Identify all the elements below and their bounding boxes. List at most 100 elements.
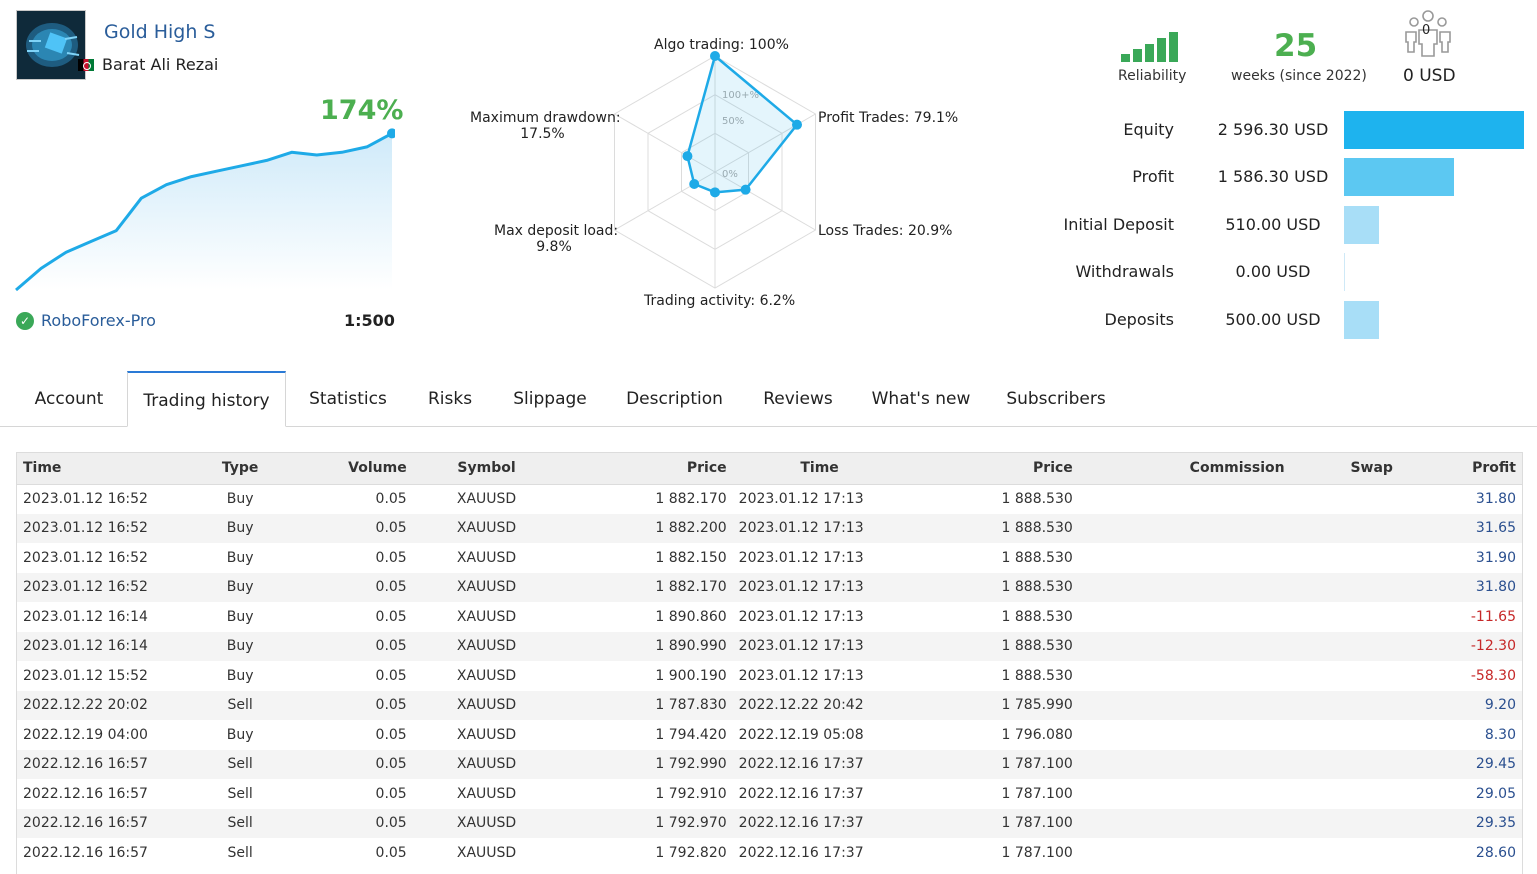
signal-title[interactable]: Gold High S bbox=[104, 21, 216, 43]
tab-what-s-new[interactable]: What's new bbox=[871, 389, 971, 409]
subscribers-usd: 0 USD bbox=[1403, 66, 1456, 86]
finance-bar bbox=[1344, 253, 1345, 291]
table-cell: XAUUSD bbox=[412, 631, 561, 661]
table-cell bbox=[1290, 749, 1399, 779]
reliability-bars-icon bbox=[1121, 32, 1178, 62]
radar-data-point bbox=[689, 178, 700, 189]
table-cell bbox=[1291, 543, 1399, 573]
table-cell: 0.05 bbox=[375, 491, 407, 507]
column-header-time[interactable]: Time bbox=[732, 453, 907, 485]
table-cell: 1 888.530 bbox=[1001, 491, 1073, 507]
column-header-profit[interactable]: Profit bbox=[1398, 453, 1522, 485]
table-row: 2022.12.16 16:57 Sell 0.05 XAUUSD 1 792.990 2… bbox=[17, 749, 1522, 779]
finance-label: Withdrawals bbox=[1075, 262, 1174, 281]
radar-label-deposit-load-title: Max deposit load: bbox=[494, 223, 619, 239]
broker[interactable]: ✓ RoboForex-Pro bbox=[16, 311, 156, 330]
table-cell: 2022.12.16 16:57 bbox=[23, 844, 148, 861]
table-cell: XAUUSD bbox=[456, 608, 517, 625]
tab-reviews[interactable]: Reviews bbox=[763, 389, 833, 409]
table-cell: 2022.12.19 05:08 bbox=[738, 726, 864, 743]
column-header-volume[interactable]: Volume bbox=[274, 453, 413, 485]
table-cell bbox=[1291, 779, 1399, 809]
table-cell: XAUUSD bbox=[412, 690, 561, 720]
finance-row-deposits: Deposits 500.00 USD bbox=[1040, 301, 1530, 339]
column-header-commission[interactable]: Commission bbox=[1078, 453, 1291, 485]
table-cell: 1 888.530 bbox=[906, 572, 1079, 602]
column-header-symbol[interactable]: Symbol bbox=[412, 453, 561, 485]
table-cell: 1 888.530 bbox=[906, 513, 1079, 543]
signal-avatar[interactable] bbox=[16, 10, 86, 80]
radar-label-drawdown-title: Maximum drawdown: bbox=[470, 110, 621, 126]
table-cell: 8.30 bbox=[1484, 726, 1516, 743]
table-row: 2023.01.12 16:52 Buy 0.05 XAUUSD 1 882.170 20… bbox=[17, 572, 1522, 602]
table-cell bbox=[1079, 484, 1291, 514]
table-cell bbox=[1290, 513, 1399, 543]
table-cell: 1 787.100 bbox=[906, 749, 1079, 779]
finance-value: 500.00 USD bbox=[1225, 310, 1321, 329]
table-cell: 1 888.530 bbox=[1001, 608, 1073, 625]
column-header-price[interactable]: Price bbox=[906, 453, 1079, 485]
table-row: 2022.12.16 16:57 Sell 0.05 XAUUSD 1 792.820 2… bbox=[17, 838, 1522, 868]
reliability-bar bbox=[1169, 32, 1178, 62]
table-cell: -12.30 bbox=[1398, 631, 1522, 661]
table-cell: 0.05 bbox=[375, 785, 407, 802]
table-cell bbox=[1078, 749, 1291, 779]
table-cell: 2023.01.12 17:13 bbox=[732, 572, 907, 602]
table-cell bbox=[1290, 631, 1399, 661]
table-cell bbox=[1291, 602, 1399, 632]
reliability-label: Reliability bbox=[1118, 68, 1187, 84]
table-cell bbox=[1290, 572, 1399, 602]
weeks-label: weeks (since 2022) bbox=[1231, 68, 1367, 84]
radar-data-point bbox=[710, 51, 720, 61]
table-cell: 2022.12.16 17:37 bbox=[732, 808, 907, 838]
table-cell: XAUUSD bbox=[412, 808, 561, 838]
leverage: 1:500 bbox=[344, 311, 395, 330]
tab-account[interactable]: Account bbox=[34, 389, 104, 409]
table-cell: 2023.01.12 17:13 bbox=[738, 608, 864, 625]
growth-value: 174% bbox=[320, 95, 404, 126]
table-cell: 0.05 bbox=[274, 513, 413, 543]
tab-subscribers[interactable]: Subscribers bbox=[1006, 389, 1106, 409]
table-cell: 9.20 bbox=[1398, 690, 1522, 720]
tab-statistics[interactable]: Statistics bbox=[309, 389, 387, 409]
table-cell: Buy bbox=[205, 513, 275, 543]
table-cell: 1 787.100 bbox=[906, 808, 1079, 838]
table-cell bbox=[1291, 720, 1399, 750]
table-cell bbox=[1291, 661, 1399, 691]
radar-label-profit-trades: Profit Trades: 79.1% bbox=[818, 110, 959, 126]
table-cell: 0.05 bbox=[375, 667, 407, 684]
table-cell: 2023.01.12 17:13 bbox=[738, 549, 864, 566]
column-header-time[interactable]: Time bbox=[17, 453, 206, 485]
finance-value: 510.00 USD bbox=[1225, 215, 1321, 234]
table-cell: 1 890.860 bbox=[655, 608, 727, 625]
weeks-count: 25 bbox=[1274, 28, 1318, 64]
column-header-swap[interactable]: Swap bbox=[1290, 453, 1399, 485]
table-cell: XAUUSD bbox=[412, 513, 561, 543]
table-row: 2022.12.22 20:02 Sell 0.05 XAUUSD 1 787.830 2… bbox=[17, 690, 1522, 720]
table-cell bbox=[1078, 690, 1291, 720]
table-cell bbox=[1078, 808, 1291, 838]
table-cell: 1 787.100 bbox=[1001, 844, 1073, 861]
tab-trading-history[interactable]: Trading history bbox=[127, 371, 286, 427]
finance-label: Profit bbox=[1132, 167, 1174, 186]
table-cell: XAUUSD bbox=[412, 572, 561, 602]
tab-slippage[interactable]: Slippage bbox=[513, 389, 587, 409]
radar-data-point bbox=[791, 119, 802, 130]
table-cell: 1 890.990 bbox=[560, 631, 733, 661]
subscribers-people-icon bbox=[1405, 10, 1451, 57]
radar-label-deposit-load-value: 9.8% bbox=[536, 239, 572, 255]
column-header-type[interactable]: Type bbox=[205, 453, 275, 485]
table-cell: 1 792.970 bbox=[560, 808, 733, 838]
growth-chart bbox=[15, 128, 395, 292]
tab-risks[interactable]: Risks bbox=[427, 389, 473, 409]
table-cell bbox=[1290, 808, 1399, 838]
table-cell: 0.05 bbox=[274, 572, 413, 602]
table-cell: 1 882.150 bbox=[655, 549, 727, 566]
table-cell: Sell bbox=[205, 808, 275, 838]
column-header-price[interactable]: Price bbox=[560, 453, 733, 485]
tab-description[interactable]: Description bbox=[626, 389, 723, 409]
table-cell bbox=[1079, 543, 1291, 573]
author[interactable]: Barat Ali Rezai bbox=[78, 55, 218, 74]
radar-scale-label: 100+% bbox=[722, 90, 759, 101]
table-cell: 2022.12.16 17:37 bbox=[738, 785, 864, 802]
